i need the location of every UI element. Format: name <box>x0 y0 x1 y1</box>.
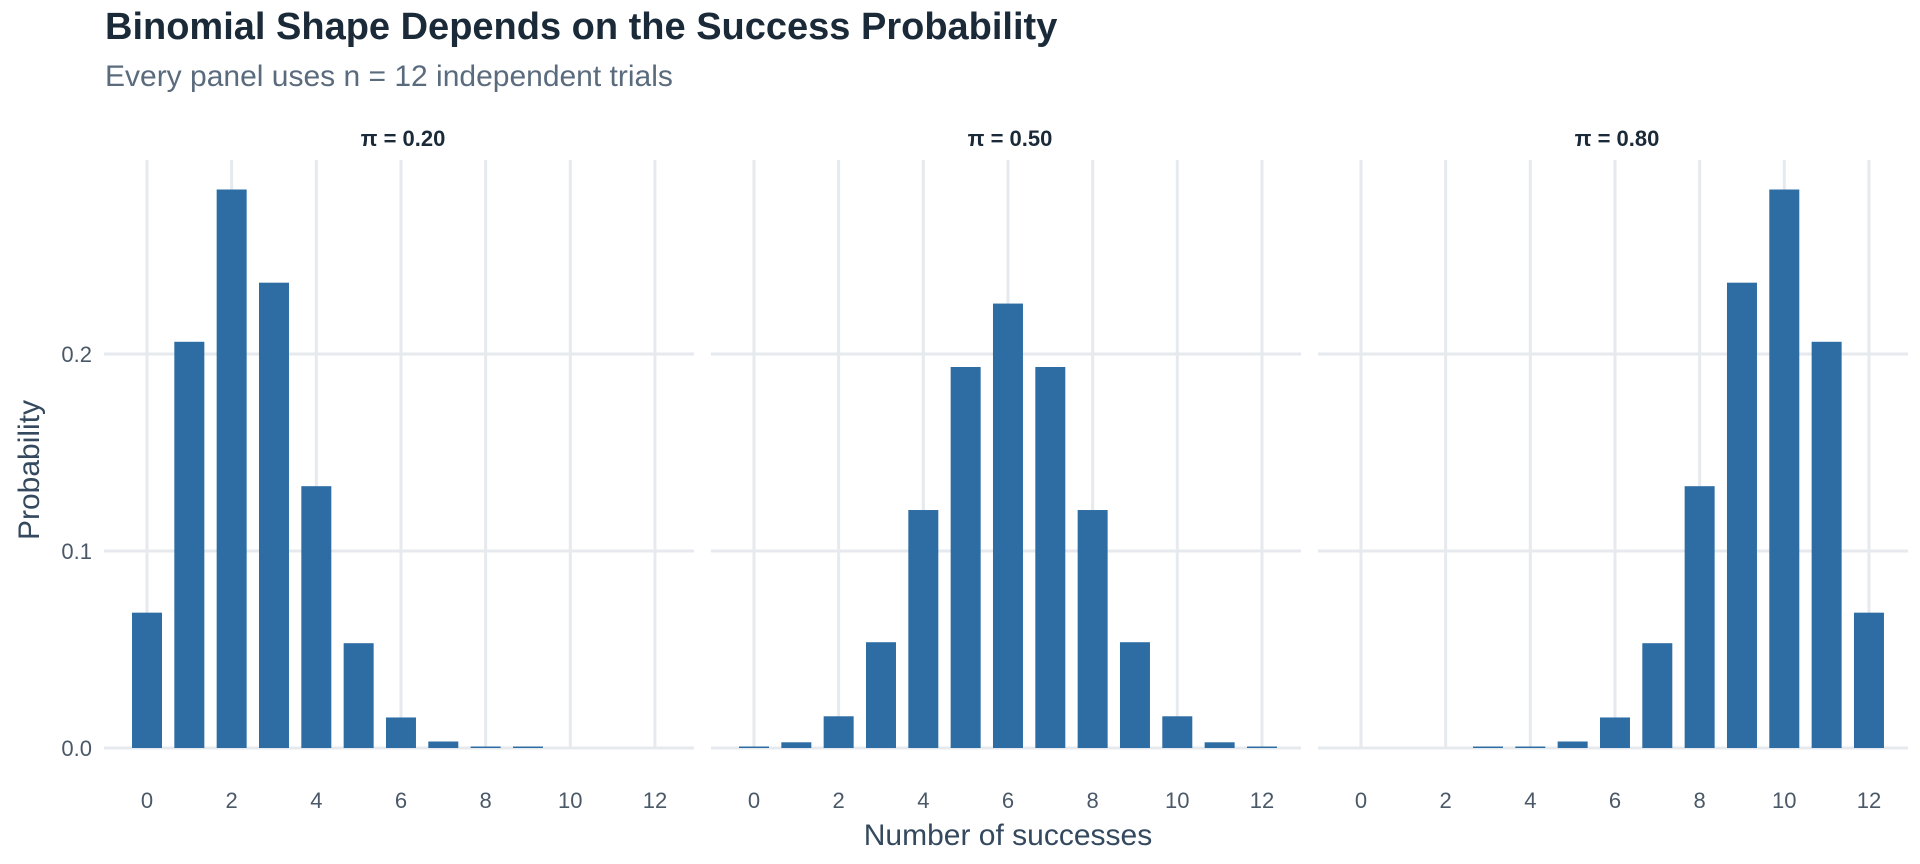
bar <box>258 282 289 748</box>
bar <box>174 341 205 748</box>
bar <box>781 742 812 748</box>
bar <box>992 303 1023 748</box>
x-tick-label: 12 <box>1857 788 1881 813</box>
bar <box>1119 642 1150 748</box>
x-tick-label: 8 <box>1694 788 1706 813</box>
bar <box>1162 716 1193 748</box>
bar <box>216 189 247 748</box>
x-tick-label: 10 <box>1165 788 1189 813</box>
x-tick-label: 2 <box>1440 788 1452 813</box>
bar <box>1246 746 1277 748</box>
y-tick-label: 0.0 <box>61 736 92 761</box>
y-axis-title: Probability <box>13 400 46 540</box>
bar <box>470 746 501 748</box>
panel-strip-label: π = 0.50 <box>968 126 1053 151</box>
x-tick-label: 0 <box>141 788 153 813</box>
x-tick-label: 12 <box>643 788 667 813</box>
bar <box>1853 612 1884 748</box>
bar <box>823 716 854 748</box>
bar <box>343 643 374 748</box>
chart-panels: 0 2 4 6 8 10 12 π = 0.20 0 2 4 6 8 10 12 π = 0.50 0 2 4 6 8 1… <box>104 126 1908 813</box>
bar <box>1769 189 1800 748</box>
panel-strip-label: π = 0.20 <box>361 126 446 151</box>
bar <box>908 510 939 748</box>
panel-1: 0 2 4 6 8 10 12 π = 0.20 <box>104 126 694 813</box>
x-tick-label: 4 <box>917 788 929 813</box>
x-tick-label: 8 <box>480 788 492 813</box>
bar <box>1557 741 1588 748</box>
bar <box>1472 746 1503 748</box>
bar <box>1035 367 1066 748</box>
x-tick-label: 6 <box>1002 788 1014 813</box>
x-tick-label: 4 <box>310 788 322 813</box>
bar <box>1077 510 1108 748</box>
x-tick-label: 4 <box>1524 788 1536 813</box>
x-tick-label: 2 <box>226 788 238 813</box>
bar <box>1726 282 1757 748</box>
chart-title: Binomial Shape Depends on the Success Pr… <box>105 6 1058 48</box>
x-tick-label: 0 <box>1355 788 1367 813</box>
x-tick-label: 12 <box>1250 788 1274 813</box>
bar <box>1599 717 1630 748</box>
bar <box>1811 341 1842 748</box>
panel-3: 0 2 4 6 8 10 12 π = 0.80 <box>1318 126 1908 813</box>
bar <box>739 746 769 748</box>
y-tick-label: 0.2 <box>61 342 92 367</box>
bar <box>865 642 896 748</box>
bar <box>132 612 162 748</box>
bar <box>1684 486 1715 748</box>
x-tick-label: 10 <box>1772 788 1796 813</box>
bar <box>950 367 981 748</box>
chart-subtitle: Every panel uses n = 12 independent tria… <box>105 60 673 93</box>
bar <box>1642 643 1673 748</box>
bar <box>1204 742 1235 748</box>
y-tick-label: 0.1 <box>61 539 92 564</box>
bar <box>385 717 416 748</box>
x-tick-label: 6 <box>1609 788 1621 813</box>
bar <box>512 746 543 748</box>
panel-strip-label: π = 0.80 <box>1575 126 1660 151</box>
bar <box>1515 746 1546 748</box>
panel-2: 0 2 4 6 8 10 12 π = 0.50 <box>711 126 1301 813</box>
x-axis-title: Number of successes <box>864 819 1152 852</box>
x-tick-label: 2 <box>833 788 845 813</box>
x-tick-label: 8 <box>1087 788 1099 813</box>
bar <box>428 741 459 748</box>
bar <box>301 486 332 748</box>
x-tick-label: 6 <box>395 788 407 813</box>
y-axis: 0.0 0.1 0.2 <box>61 342 92 761</box>
x-tick-label: 10 <box>558 788 582 813</box>
x-tick-label: 0 <box>748 788 760 813</box>
